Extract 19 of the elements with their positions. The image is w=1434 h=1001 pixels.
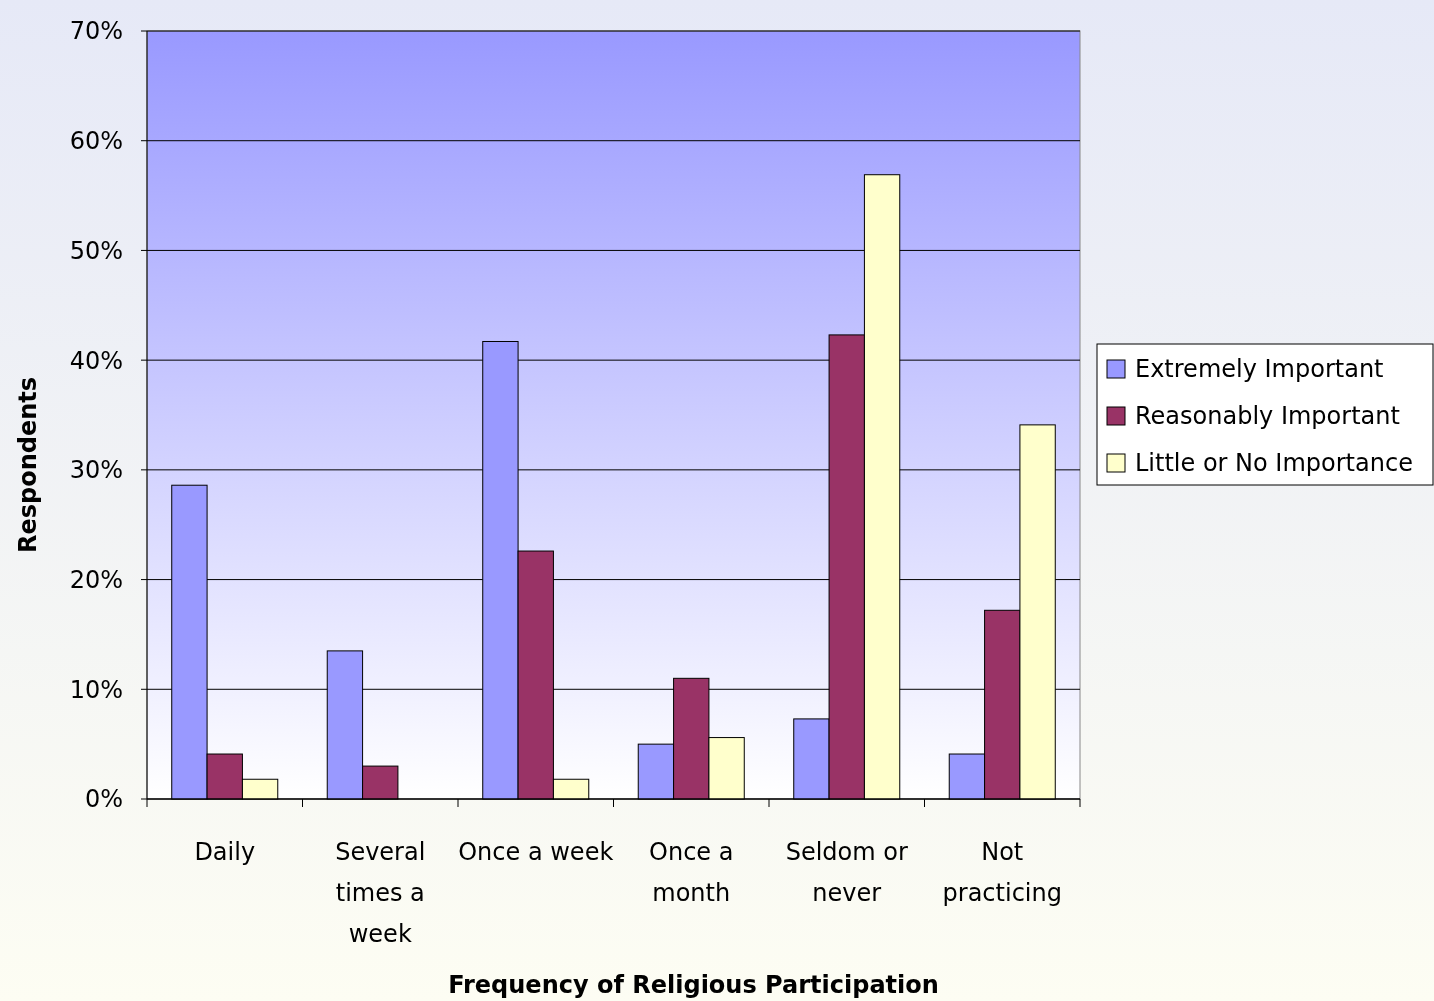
y-tick-label: 50% [69,236,123,265]
x-tick-label: Several times a week [335,838,426,949]
y-axis-title: Respondents [14,376,42,554]
y-tick-label: 30% [69,456,123,485]
x-tick-label: Seldom or never [785,838,908,908]
legend-label: Extremely Important [1135,355,1384,384]
y-tick-label: 60% [69,127,123,156]
x-tick-label: Once a month [649,838,734,908]
y-tick-label: 10% [69,675,123,704]
x-tick-label: Daily [194,838,256,867]
x-tick-label: Not practicing [942,838,1062,908]
x-tick-label: Once a week [458,838,614,867]
y-tick-label: 0% [84,785,123,814]
x-axis-title: Frequency of Religious Participation [448,971,939,999]
y-tick-label: 40% [69,346,123,375]
legend-label: Reasonably Important [1135,402,1400,431]
legend-label: Little or No Importance [1135,449,1413,478]
y-tick-label: 20% [69,565,123,594]
y-tick-label: 70% [69,17,123,46]
